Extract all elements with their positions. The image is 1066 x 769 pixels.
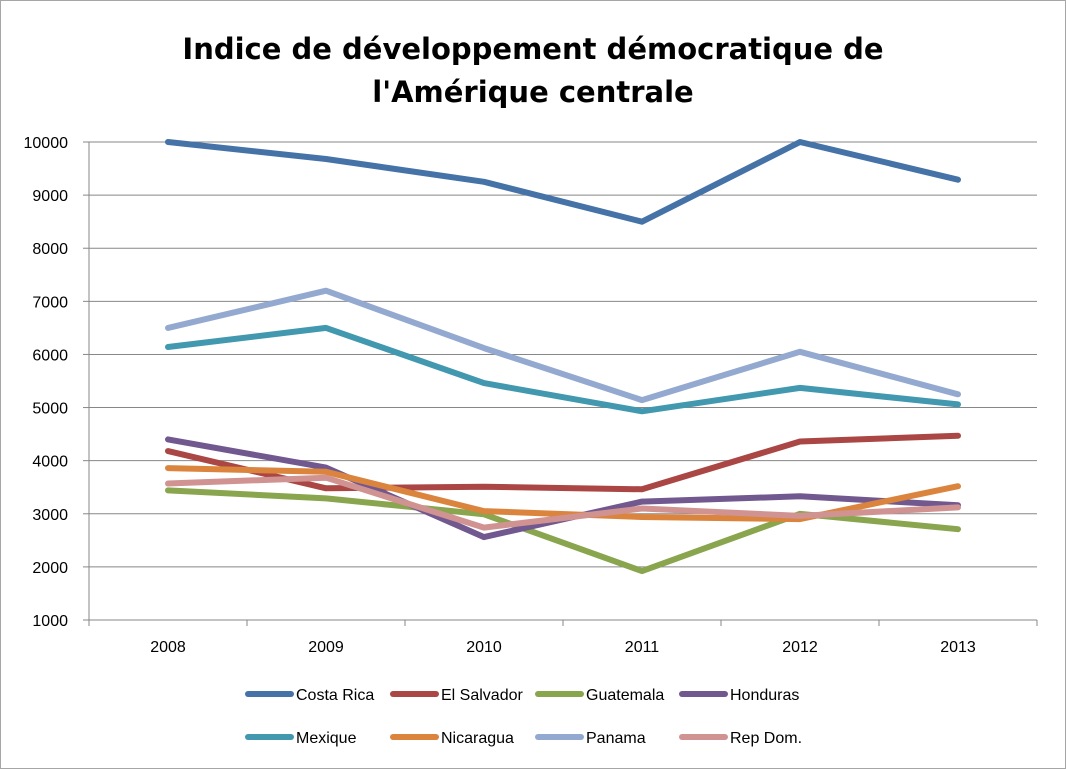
y-tick-label: 8000: [32, 241, 68, 258]
legend-label-honduras: Honduras: [730, 687, 799, 704]
series-line-el-salvador: [165, 432, 961, 493]
chart-title-line-1: Indice de développement démocratique de: [182, 32, 884, 66]
legend-label-nicaragua: Nicaragua: [441, 730, 514, 747]
chart-title: Indice de développement démocratique de …: [0, 28, 1066, 114]
y-tick-label: 4000: [32, 454, 68, 471]
series-line-rep-dom: [165, 474, 961, 531]
x-tick-label: 2010: [466, 639, 502, 656]
y-tick-label: 10000: [24, 135, 69, 152]
series-line-panama: [165, 287, 961, 404]
y-tick-label: 2000: [32, 560, 68, 577]
legend-label-rep-dom: Rep Dom.: [730, 730, 802, 747]
series-line-costa-rica: [165, 139, 961, 225]
x-tick-label: 2012: [782, 639, 818, 656]
y-axis-tick-labels: 1000 2000 3000 4000 5000 6000 7000 8000 9000 1000…: [24, 135, 69, 630]
x-axis-tick-labels: 2008 2009 2010 2011 2012 2013: [150, 639, 976, 656]
legend-label-panama: Panama: [586, 730, 646, 747]
legend-label-el-salvador: El Salvador: [441, 687, 523, 704]
gridlines: [89, 141, 1037, 568]
legend: Costa Rica El Salvador Guatemala Honduras Me…: [245, 687, 802, 747]
legend-label-guatemala: Guatemala: [586, 687, 664, 704]
y-tick-label: 9000: [32, 188, 68, 205]
y-tick-label: 1000: [32, 613, 68, 630]
y-tick-label: 6000: [32, 347, 68, 364]
chart-title-line-2: l'Amérique centrale: [372, 75, 694, 109]
y-tick-label: 3000: [32, 507, 68, 524]
series-line-mexique: [165, 324, 961, 415]
x-tick-label: 2009: [308, 639, 344, 656]
series-lines: [165, 139, 961, 575]
legend-label-mexique: Mexique: [296, 730, 357, 747]
series-line-guatemala: [165, 487, 961, 575]
y-tick-label: 7000: [32, 294, 68, 311]
x-tick-label: 2008: [150, 639, 186, 656]
x-tick-label: 2013: [940, 639, 976, 656]
legend-label-costa-rica: Costa Rica: [296, 687, 374, 704]
y-tick-label: 5000: [32, 401, 68, 418]
axes: [83, 141, 1038, 626]
x-tick-label: 2011: [625, 639, 660, 656]
